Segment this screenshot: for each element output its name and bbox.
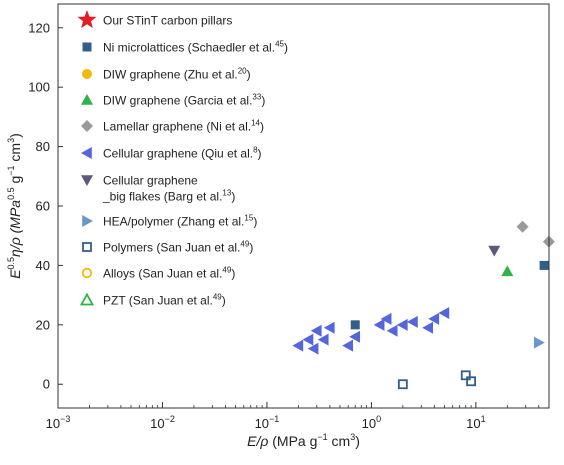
data-point bbox=[422, 321, 434, 334]
data-point bbox=[397, 379, 408, 390]
y-tick-label: 0 bbox=[43, 377, 50, 392]
plot-frame bbox=[57, 3, 550, 409]
legend-label: Alloys (San Juan et al.49) bbox=[103, 266, 235, 281]
legend-item: PZT (San Juan et al.49) bbox=[79, 292, 226, 308]
legend-label: Lamellar graphene (Ni et al.14) bbox=[103, 119, 264, 134]
legend-item: Lamellar graphene (Ni et al.14) bbox=[81, 119, 264, 134]
legend-label: HEA/polymer (Zhang et al.15) bbox=[103, 214, 257, 229]
y-tick-label: 80 bbox=[36, 139, 50, 154]
x-tick-label: 100 bbox=[362, 414, 381, 431]
legend-item: Cellular graphene _big flakes (Barg et al… bbox=[81, 174, 235, 204]
data-point bbox=[307, 342, 319, 355]
legend-item: Polymers (San Juan et al.49) bbox=[82, 240, 253, 255]
data-point bbox=[428, 312, 440, 325]
legend-label: PZT (San Juan et al.49) bbox=[103, 293, 226, 308]
legend-label: Polymers (San Juan et al.49) bbox=[103, 240, 253, 255]
data-point bbox=[342, 339, 354, 352]
legend-label: Cellular graphene _big flakes (Barg et al… bbox=[102, 174, 235, 204]
data-point bbox=[386, 324, 398, 337]
legend-item: DIW graphene (Garcia et al.33) bbox=[81, 93, 265, 108]
y-tick-label: 60 bbox=[36, 199, 50, 214]
data-point bbox=[501, 265, 514, 277]
plot-area bbox=[292, 220, 555, 390]
legend-item: Alloys (San Juan et al.49) bbox=[81, 266, 235, 281]
y-tick-label: 100 bbox=[28, 80, 50, 95]
series-6 bbox=[488, 245, 501, 257]
data-point bbox=[350, 320, 360, 330]
y-tick-label: 40 bbox=[36, 258, 50, 273]
x-axis-title: E/ρ (MPa g−1 cm3) bbox=[247, 432, 360, 449]
data-point bbox=[323, 321, 335, 334]
data-point bbox=[438, 306, 450, 319]
series-3 bbox=[501, 265, 514, 277]
legend-label: DIW graphene (Garcia et al.33) bbox=[103, 93, 265, 108]
legend: Our STinT carbon pillars Ni microlattices… bbox=[77, 10, 288, 308]
data-point bbox=[380, 312, 392, 325]
legend-marker-icon bbox=[82, 42, 92, 52]
legend-label: DIW graphene (Zhu et al.20) bbox=[103, 67, 251, 82]
series-5 bbox=[292, 306, 450, 355]
y-tick-label: 20 bbox=[36, 317, 50, 332]
legend-item: Cellular graphene (Qiu et al.8) bbox=[81, 146, 262, 161]
legend-item: Ni microlattices (Schaedler et al.45) bbox=[82, 40, 288, 55]
data-point bbox=[466, 376, 476, 387]
series-7 bbox=[533, 336, 545, 349]
data-point bbox=[460, 370, 471, 381]
axes: 02040608010012010−310−210−11001011021031… bbox=[6, 3, 550, 449]
x-tick-label: 101 bbox=[466, 414, 485, 431]
data-point bbox=[317, 333, 329, 346]
legend-item: DIW graphene (Zhu et al.20) bbox=[82, 67, 251, 82]
legend-marker-icon bbox=[82, 215, 93, 227]
legend-marker-icon bbox=[81, 175, 93, 186]
legend-item: HEA/polymer (Zhang et al.15) bbox=[82, 214, 257, 229]
data-point bbox=[373, 318, 385, 331]
data-point bbox=[310, 324, 322, 337]
legend-label: Ni microlattices (Schaedler et al.45) bbox=[103, 40, 288, 55]
legend-marker-icon bbox=[81, 267, 93, 279]
series-8 bbox=[397, 370, 476, 390]
legend-marker-icon bbox=[82, 242, 92, 252]
series-1 bbox=[350, 260, 549, 330]
legend-marker-icon bbox=[81, 120, 93, 132]
data-point bbox=[516, 220, 529, 233]
legend-item: Our STinT carbon pillars bbox=[77, 10, 232, 29]
data-point bbox=[349, 330, 361, 343]
legend-marker-icon bbox=[79, 292, 95, 306]
y-axis-title: E0.5η/ρ (MPa0.5 g−1 cm3) bbox=[6, 133, 23, 279]
data-point bbox=[302, 333, 314, 346]
legend-marker-icon bbox=[81, 147, 92, 159]
legend-marker-icon bbox=[81, 94, 93, 105]
x-tick-label: 10−1 bbox=[255, 414, 280, 431]
x-tick-label: 10−3 bbox=[46, 414, 71, 431]
data-point bbox=[292, 339, 304, 352]
data-point bbox=[488, 245, 501, 257]
data-point bbox=[406, 315, 418, 328]
legend-label: Cellular graphene (Qiu et al.8) bbox=[103, 146, 262, 161]
legend-marker-icon bbox=[82, 69, 92, 79]
legend-label: Our STinT carbon pillars bbox=[103, 14, 232, 28]
data-point bbox=[533, 336, 545, 349]
data-point bbox=[396, 318, 408, 331]
y-tick-label: 120 bbox=[28, 20, 50, 35]
data-point bbox=[539, 260, 549, 270]
legend-marker-icon bbox=[77, 10, 97, 29]
x-tick-label: 10−2 bbox=[150, 414, 175, 431]
